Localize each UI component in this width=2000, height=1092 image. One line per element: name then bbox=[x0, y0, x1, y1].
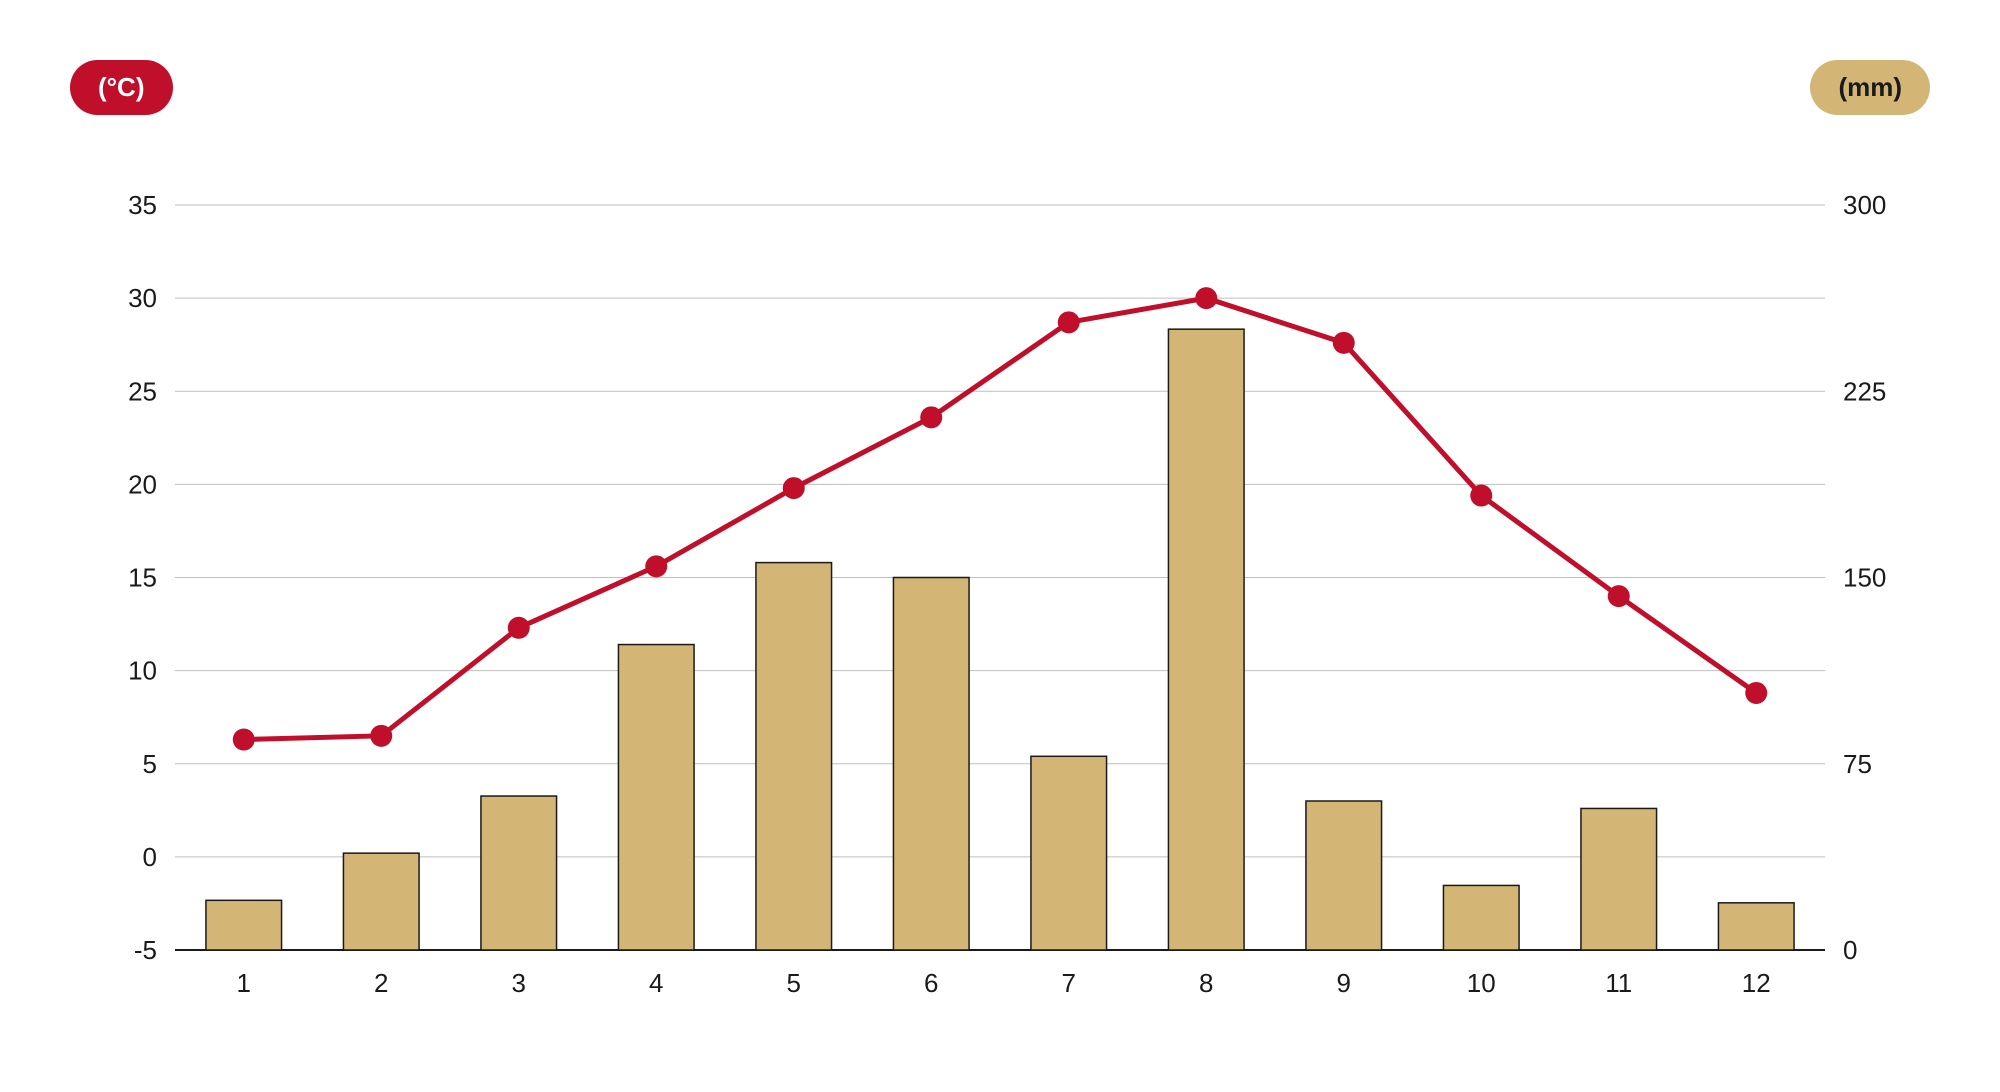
temperature-marker bbox=[233, 729, 255, 751]
y-left-tick-label: 25 bbox=[128, 376, 157, 406]
temperature-marker bbox=[783, 477, 805, 499]
temperature-marker bbox=[370, 725, 392, 747]
precip-bar bbox=[618, 645, 694, 950]
y-left-tick-label: 20 bbox=[128, 469, 157, 499]
temperature-marker bbox=[1470, 485, 1492, 507]
precipitation-badge: (mm) bbox=[1810, 60, 1930, 115]
temperature-line bbox=[244, 298, 1757, 739]
precip-bar bbox=[1443, 885, 1519, 950]
precip-bar bbox=[343, 853, 419, 950]
y-left-tick-label: 15 bbox=[128, 563, 157, 593]
x-tick-label: 11 bbox=[1605, 968, 1632, 998]
precip-bar bbox=[206, 900, 282, 950]
temperature-marker bbox=[1608, 585, 1630, 607]
precip-bar bbox=[756, 563, 832, 950]
y-left-tick-label: 5 bbox=[143, 749, 157, 779]
climate-chart: -505101520253035075150225300123456789101… bbox=[80, 150, 1920, 1052]
x-tick-label: 7 bbox=[1062, 968, 1076, 998]
temperature-marker bbox=[645, 555, 667, 577]
x-tick-label: 10 bbox=[1467, 968, 1496, 998]
x-tick-label: 5 bbox=[787, 968, 801, 998]
y-right-tick-label: 300 bbox=[1843, 190, 1886, 220]
temperature-marker bbox=[1058, 311, 1080, 333]
precip-bar bbox=[1581, 808, 1657, 950]
precip-bar bbox=[893, 578, 969, 951]
x-tick-label: 2 bbox=[374, 968, 388, 998]
y-left-tick-label: 10 bbox=[128, 656, 157, 686]
y-right-tick-label: 225 bbox=[1843, 376, 1886, 406]
x-tick-label: 4 bbox=[649, 968, 663, 998]
precip-bar bbox=[1031, 756, 1107, 950]
precip-bar bbox=[481, 796, 557, 950]
precipitation-badge-label: (mm) bbox=[1838, 72, 1902, 102]
temperature-marker bbox=[1333, 332, 1355, 354]
temperature-marker bbox=[1195, 287, 1217, 309]
x-tick-label: 1 bbox=[237, 968, 251, 998]
y-left-tick-label: 35 bbox=[128, 190, 157, 220]
temperature-badge: (°C) bbox=[70, 60, 173, 115]
precip-bar bbox=[1718, 903, 1794, 950]
y-right-tick-label: 0 bbox=[1843, 935, 1857, 965]
temperature-badge-label: (°C) bbox=[98, 72, 145, 102]
x-tick-label: 12 bbox=[1742, 968, 1771, 998]
x-tick-label: 3 bbox=[512, 968, 526, 998]
x-tick-label: 6 bbox=[924, 968, 938, 998]
x-tick-label: 8 bbox=[1199, 968, 1213, 998]
temperature-marker bbox=[1745, 682, 1767, 704]
y-left-tick-label: -5 bbox=[134, 935, 157, 965]
precip-bar bbox=[1168, 329, 1244, 950]
y-right-tick-label: 75 bbox=[1843, 749, 1872, 779]
y-left-tick-label: 0 bbox=[143, 842, 157, 872]
y-left-tick-label: 30 bbox=[128, 283, 157, 313]
temperature-marker bbox=[920, 406, 942, 428]
x-tick-label: 9 bbox=[1337, 968, 1351, 998]
y-right-tick-label: 150 bbox=[1843, 563, 1886, 593]
chart-svg: -505101520253035075150225300123456789101… bbox=[80, 150, 1920, 1052]
precip-bar bbox=[1306, 801, 1382, 950]
temperature-marker bbox=[508, 617, 530, 639]
